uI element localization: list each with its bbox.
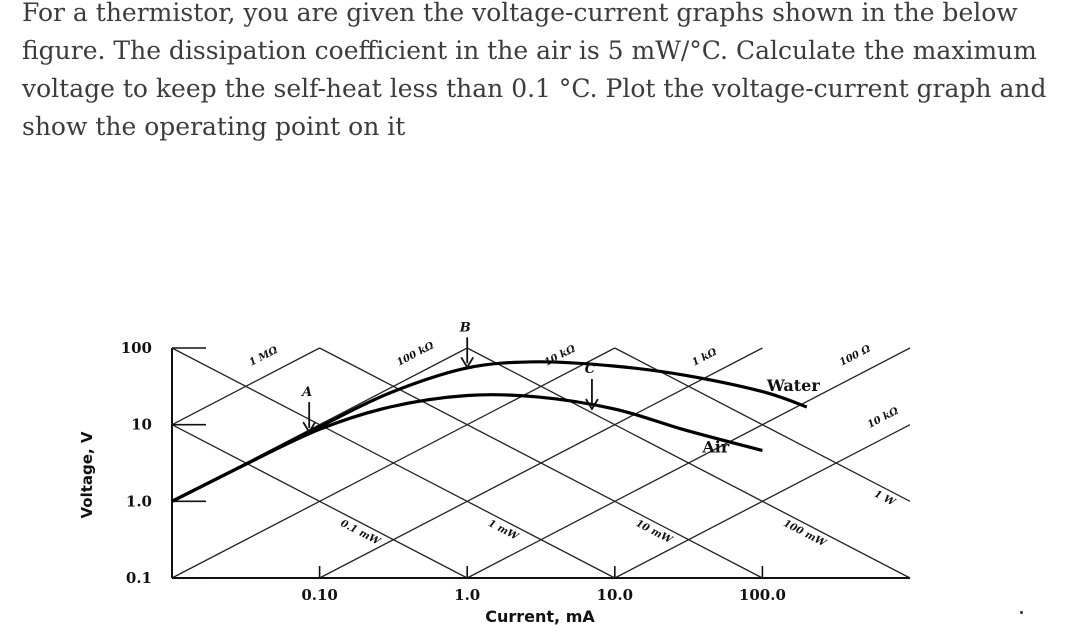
marker-label-a: A [300, 385, 312, 400]
x-tick-label: 10.0 [597, 586, 634, 604]
thermistor-vi-chart: A B C 0.1 1.0 10 100 0.10 1.0 10.0 100.0 Current, … [0, 300, 1090, 639]
x-tick-label: 1.0 [454, 586, 480, 604]
resistance-label: 1 kΩ [690, 347, 718, 369]
marker-arrowhead [460, 356, 474, 370]
power-label: 1 mW [486, 518, 521, 543]
marker-arrowhead [302, 421, 316, 434]
x-tick-label: 0.10 [301, 586, 338, 604]
resistance-label: 10 kΩ [866, 406, 901, 431]
chart-svg: A B C 0.1 1.0 10 100 0.10 1.0 10.0 100.0 Current, … [78, 320, 911, 626]
resistance-label: 100 Ω [838, 343, 873, 368]
question-text: For a thermistor, you are given the volt… [22, 0, 1047, 141]
power-line [466, 347, 911, 579]
resistance-label: 10 kΩ [543, 343, 578, 368]
y-axis-title: Voltage, V [78, 431, 96, 518]
power-line [171, 347, 616, 579]
marker-arrowhead [585, 398, 599, 411]
y-tick-label: 1.0 [126, 492, 152, 510]
series-line-air [171, 393, 763, 503]
power-label: 1 W [872, 489, 898, 510]
x-tick-label: 100.0 [739, 586, 786, 604]
series-label-water: Water [766, 376, 821, 395]
marker-label-b: B [459, 320, 471, 335]
y-tick-label: 100 [121, 339, 152, 357]
operating-markers: A B C [300, 320, 599, 434]
resistance-label: 100 kΩ [395, 340, 436, 368]
x-axis-title: Current, mA [485, 607, 595, 626]
series-label-air: Air [701, 438, 729, 457]
chart-labels: 0.1 1.0 10 100 0.10 1.0 10.0 100.0 Current, mA Vo… [78, 339, 901, 626]
marker-label-c: C [585, 362, 596, 377]
axes [171, 347, 910, 579]
y-tick-label: 10 [131, 416, 152, 434]
resistance-label: 1 MΩ [248, 345, 280, 369]
power-line [319, 347, 763, 579]
series-lines [171, 360, 808, 503]
y-tick-label: 0.1 [126, 569, 152, 587]
series-line-water [171, 360, 808, 503]
power-line [171, 424, 468, 579]
stray-dot [1020, 611, 1023, 614]
